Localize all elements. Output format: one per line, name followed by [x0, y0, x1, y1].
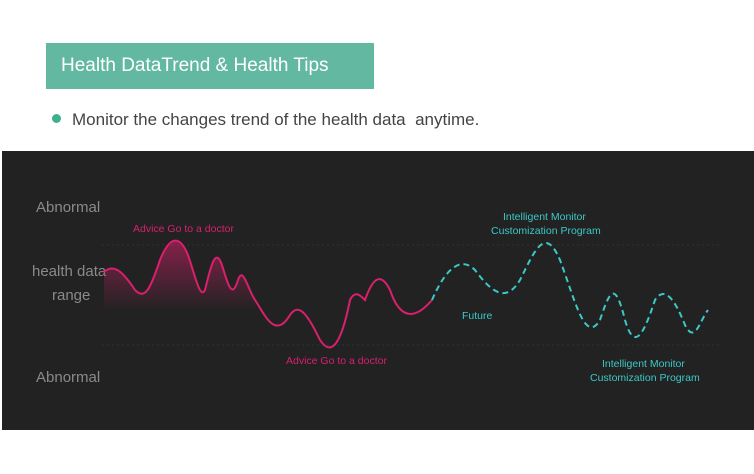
label: Abnormal: [36, 199, 100, 216]
annotation: Customization Program: [590, 372, 700, 384]
label: health data: [32, 263, 107, 280]
trend-line: [103, 239, 433, 349]
annotation: Customization Program: [491, 225, 601, 237]
trend-illustration: Abnormal health data range Abnormal Advi…: [2, 151, 754, 430]
future-line: [431, 242, 709, 338]
annotation: Future: [462, 310, 493, 322]
title-banner: Health DataTrend & Health Tips: [46, 43, 374, 89]
label: range: [52, 287, 90, 304]
bullet-item: Monitor the changes trend of the health …: [52, 108, 479, 132]
annotation: Advice Go to a doctor: [286, 355, 387, 367]
annotation: Intelligent Monitor: [503, 211, 586, 223]
annotation: Intelligent Monitor: [602, 358, 685, 370]
annotation: Advice Go to a doctor: [133, 223, 234, 235]
label: Abnormal: [36, 369, 100, 386]
